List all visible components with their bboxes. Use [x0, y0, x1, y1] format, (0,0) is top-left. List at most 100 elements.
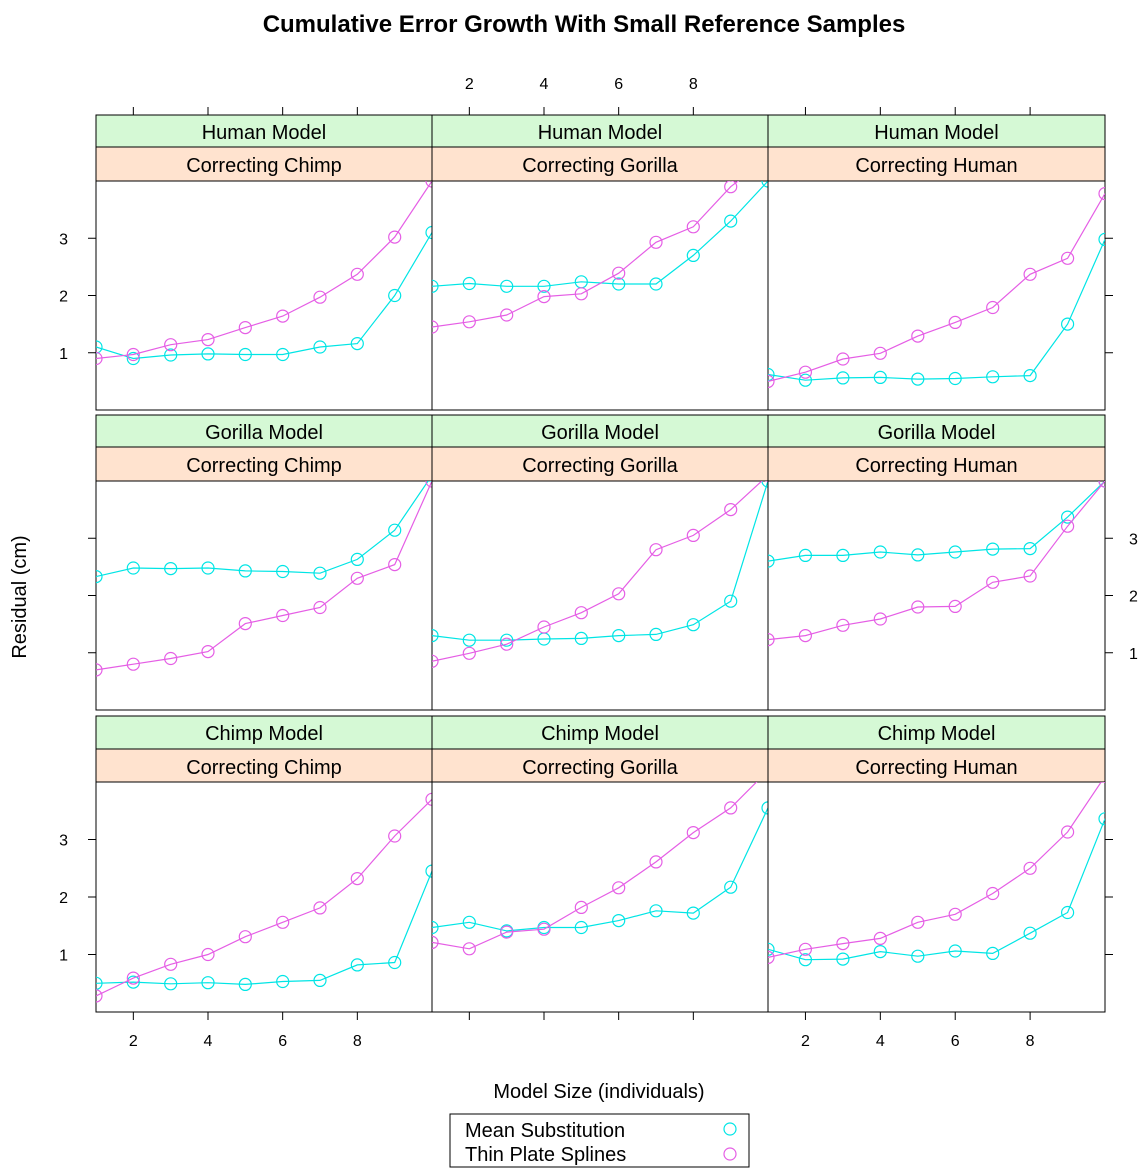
series-line-mean — [768, 481, 1105, 562]
point-mean-9 — [388, 955, 402, 970]
point-tps-3 — [836, 618, 850, 632]
panel-series — [432, 481, 768, 668]
x-tick-label: 8 — [689, 76, 698, 93]
point-tps-1 — [96, 989, 103, 1003]
point-mean-5 — [911, 548, 925, 562]
point-tps-3 — [500, 637, 514, 651]
point-mean-8 — [350, 552, 364, 567]
point-tps-1 — [768, 950, 775, 964]
panel-series — [432, 181, 768, 334]
panel-series — [768, 782, 1105, 967]
point-mean-4 — [201, 561, 215, 575]
strip-model — [95, 715, 433, 750]
y-axis-label: Residual (cm) — [9, 535, 31, 658]
point-tps-1 — [432, 654, 439, 668]
y-tick-label: 3 — [59, 833, 68, 850]
panel-frame — [767, 180, 1106, 411]
point-mean-8 — [686, 906, 700, 920]
panel-frame — [95, 180, 433, 411]
point-tps-8 — [1023, 267, 1037, 281]
point-mean-2 — [126, 975, 140, 989]
point-tps-5 — [911, 915, 925, 929]
legend: Mean Substitution Thin Plate Splines — [449, 1113, 750, 1168]
point-mean-8 — [1023, 541, 1037, 556]
point-mean-8 — [686, 248, 700, 262]
point-mean-9 — [1060, 905, 1075, 920]
point-mean-1 — [432, 920, 439, 935]
series-line-tps — [96, 798, 432, 997]
point-mean-6 — [276, 974, 290, 989]
point-tps-8 — [350, 267, 364, 281]
point-tps-7 — [649, 855, 663, 869]
point-tps-4 — [873, 931, 887, 946]
point-mean-5 — [574, 631, 588, 646]
point-mean-10 — [761, 801, 768, 815]
point-mean-7 — [313, 340, 327, 354]
strip-correcting-label: Correcting Human — [855, 155, 1017, 177]
point-mean-7 — [986, 370, 1000, 384]
point-tps-8 — [1023, 569, 1037, 583]
panel-series — [768, 481, 1105, 647]
y-tick-label: 1 — [1129, 646, 1138, 663]
point-tps-9 — [724, 801, 738, 815]
point-mean-4 — [201, 347, 215, 361]
point-mean-1 — [768, 554, 775, 568]
point-mean-2 — [126, 351, 140, 366]
point-tps-3 — [836, 352, 850, 366]
point-tps-6 — [948, 315, 962, 329]
point-mean-5 — [911, 949, 925, 963]
legend-label-mean: Mean Substitution — [465, 1120, 625, 1142]
point-mean-6 — [948, 371, 962, 386]
point-mean-8 — [350, 337, 364, 351]
point-tps-7 — [649, 543, 663, 557]
point-mean-2 — [462, 915, 476, 929]
point-tps-7 — [313, 600, 327, 615]
point-tps-8 — [350, 871, 364, 886]
point-mean-10 — [1098, 232, 1105, 246]
y-tick-label: 2 — [59, 890, 68, 907]
x-tick-label: 4 — [876, 1033, 885, 1050]
point-tps-1 — [432, 320, 439, 334]
strip-model-label: Chimp Model — [878, 723, 996, 745]
series-line-mean — [432, 481, 768, 641]
point-mean-4 — [537, 279, 551, 293]
point-mean-7 — [649, 627, 663, 642]
panel-frame — [767, 480, 1106, 711]
point-mean-8 — [1023, 926, 1037, 940]
point-tps-5 — [574, 900, 588, 915]
point-mean-2 — [462, 633, 476, 647]
strip-model-label: Human Model — [202, 122, 327, 144]
panel-frame — [431, 480, 769, 711]
point-tps-7 — [986, 575, 1000, 589]
point-tps-4 — [201, 644, 215, 659]
point-tps-6 — [612, 881, 626, 895]
series-line-mean — [96, 232, 432, 360]
point-mean-5 — [911, 372, 925, 386]
point-mean-4 — [873, 370, 887, 384]
point-mean-2 — [798, 953, 813, 967]
point-tps-10 — [425, 792, 432, 806]
point-mean-6 — [276, 347, 290, 362]
point-tps-4 — [201, 333, 215, 347]
strip-correcting — [767, 446, 1106, 482]
panel-series — [96, 792, 432, 1003]
point-tps-10 — [1098, 187, 1105, 201]
strip-model — [767, 715, 1106, 750]
point-tps-3 — [164, 957, 178, 971]
point-mean-5 — [574, 920, 588, 935]
series-line-tps — [432, 782, 758, 950]
legend-label-tps: Thin Plate Splines — [465, 1144, 626, 1166]
panel-9: Chimp Model Correcting Human — [767, 715, 1106, 1013]
strip-correcting-label: Correcting Gorilla — [522, 155, 678, 177]
series-line-mean — [96, 481, 429, 578]
point-mean-5 — [238, 347, 252, 362]
point-mean-3 — [500, 279, 514, 293]
point-tps-9 — [388, 829, 402, 843]
point-tps-2 — [126, 347, 140, 362]
x-tick-label: 6 — [951, 1033, 960, 1050]
strip-model-label: Chimp Model — [541, 723, 659, 745]
panel-frame — [95, 480, 433, 711]
point-tps-9 — [724, 503, 738, 517]
series-line-tps — [96, 481, 432, 671]
